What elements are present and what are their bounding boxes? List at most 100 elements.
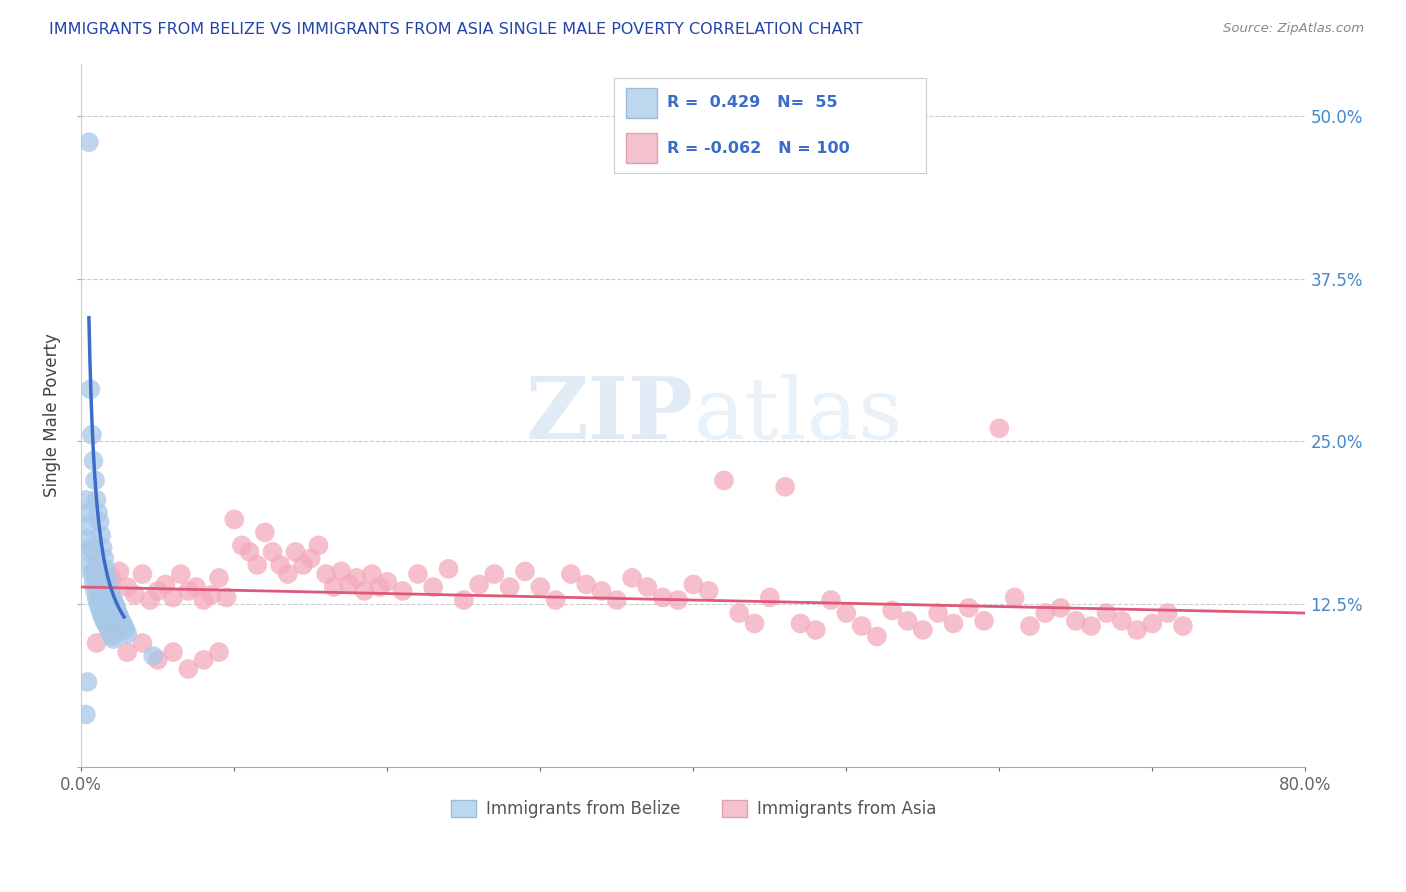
Point: [346, 571, 368, 585]
Point: [896, 614, 918, 628]
Point: [115, 580, 138, 594]
Point: [1064, 614, 1087, 628]
Point: [1019, 619, 1042, 633]
Point: [1095, 606, 1118, 620]
Point: [96, 619, 118, 633]
Point: [215, 591, 238, 605]
Point: [591, 583, 613, 598]
Point: [108, 565, 131, 579]
Point: [292, 558, 315, 572]
Point: [79, 541, 101, 555]
Point: [86, 558, 108, 572]
Point: [330, 565, 353, 579]
Point: [94, 616, 117, 631]
Point: [86, 577, 108, 591]
Point: [651, 591, 673, 605]
Point: [80, 427, 103, 442]
Point: [1126, 623, 1149, 637]
Point: [835, 606, 858, 620]
Point: [820, 593, 842, 607]
Point: [744, 616, 766, 631]
Point: [1004, 591, 1026, 605]
Point: [87, 597, 110, 611]
Point: [911, 623, 934, 637]
Point: [76, 675, 98, 690]
Point: [177, 583, 200, 598]
Point: [368, 580, 391, 594]
Point: [193, 653, 215, 667]
Point: [284, 545, 307, 559]
Point: [79, 558, 101, 572]
Point: [682, 577, 704, 591]
Point: [406, 567, 429, 582]
Point: [86, 636, 108, 650]
Text: IMMIGRANTS FROM BELIZE VS IMMIGRANTS FROM ASIA SINGLE MALE POVERTY CORRELATION C: IMMIGRANTS FROM BELIZE VS IMMIGRANTS FRO…: [49, 22, 863, 37]
Point: [621, 571, 644, 585]
Point: [1033, 606, 1056, 620]
Point: [942, 616, 965, 631]
Point: [124, 588, 146, 602]
Point: [83, 454, 105, 468]
Point: [131, 567, 153, 582]
Point: [337, 577, 360, 591]
Point: [75, 506, 97, 520]
Point: [361, 567, 384, 582]
Point: [1142, 616, 1164, 631]
Point: [146, 583, 169, 598]
Point: [728, 606, 751, 620]
Point: [973, 614, 995, 628]
Point: [353, 583, 375, 598]
Point: [96, 571, 118, 585]
Point: [98, 583, 121, 598]
Point: [1156, 606, 1178, 620]
Point: [80, 567, 103, 582]
Point: [97, 623, 120, 637]
Point: [112, 619, 135, 633]
Point: [315, 567, 337, 582]
Point: [104, 597, 127, 611]
Point: [108, 610, 131, 624]
Point: [773, 480, 796, 494]
Point: [93, 606, 115, 620]
Point: [84, 583, 107, 598]
Point: [76, 519, 98, 533]
Point: [262, 545, 284, 559]
Point: [988, 421, 1011, 435]
Point: [101, 591, 124, 605]
Point: [79, 382, 101, 396]
Point: [208, 645, 231, 659]
Point: [103, 593, 125, 607]
Legend: Immigrants from Belize, Immigrants from Asia: Immigrants from Belize, Immigrants from …: [444, 794, 942, 825]
Point: [75, 707, 97, 722]
Point: [75, 492, 97, 507]
Point: [89, 593, 111, 607]
Point: [114, 623, 136, 637]
Text: Source: ZipAtlas.com: Source: ZipAtlas.com: [1223, 22, 1364, 36]
Point: [375, 574, 398, 589]
Point: [239, 545, 262, 559]
Point: [804, 623, 827, 637]
Point: [882, 603, 904, 617]
Point: [105, 600, 128, 615]
Point: [131, 636, 153, 650]
Point: [91, 541, 114, 555]
Point: [101, 571, 124, 585]
Point: [437, 562, 460, 576]
Point: [162, 645, 184, 659]
Point: [193, 593, 215, 607]
Point: [115, 627, 138, 641]
Point: [231, 538, 253, 552]
Point: [422, 580, 444, 594]
Point: [322, 580, 344, 594]
Point: [560, 567, 582, 582]
Point: [224, 512, 246, 526]
Point: [97, 577, 120, 591]
Text: atlas: atlas: [693, 374, 903, 457]
Point: [89, 600, 111, 615]
Point: [253, 525, 276, 540]
Point: [90, 606, 112, 620]
Point: [606, 593, 628, 607]
Point: [246, 558, 269, 572]
Point: [83, 577, 105, 591]
Point: [103, 632, 125, 646]
